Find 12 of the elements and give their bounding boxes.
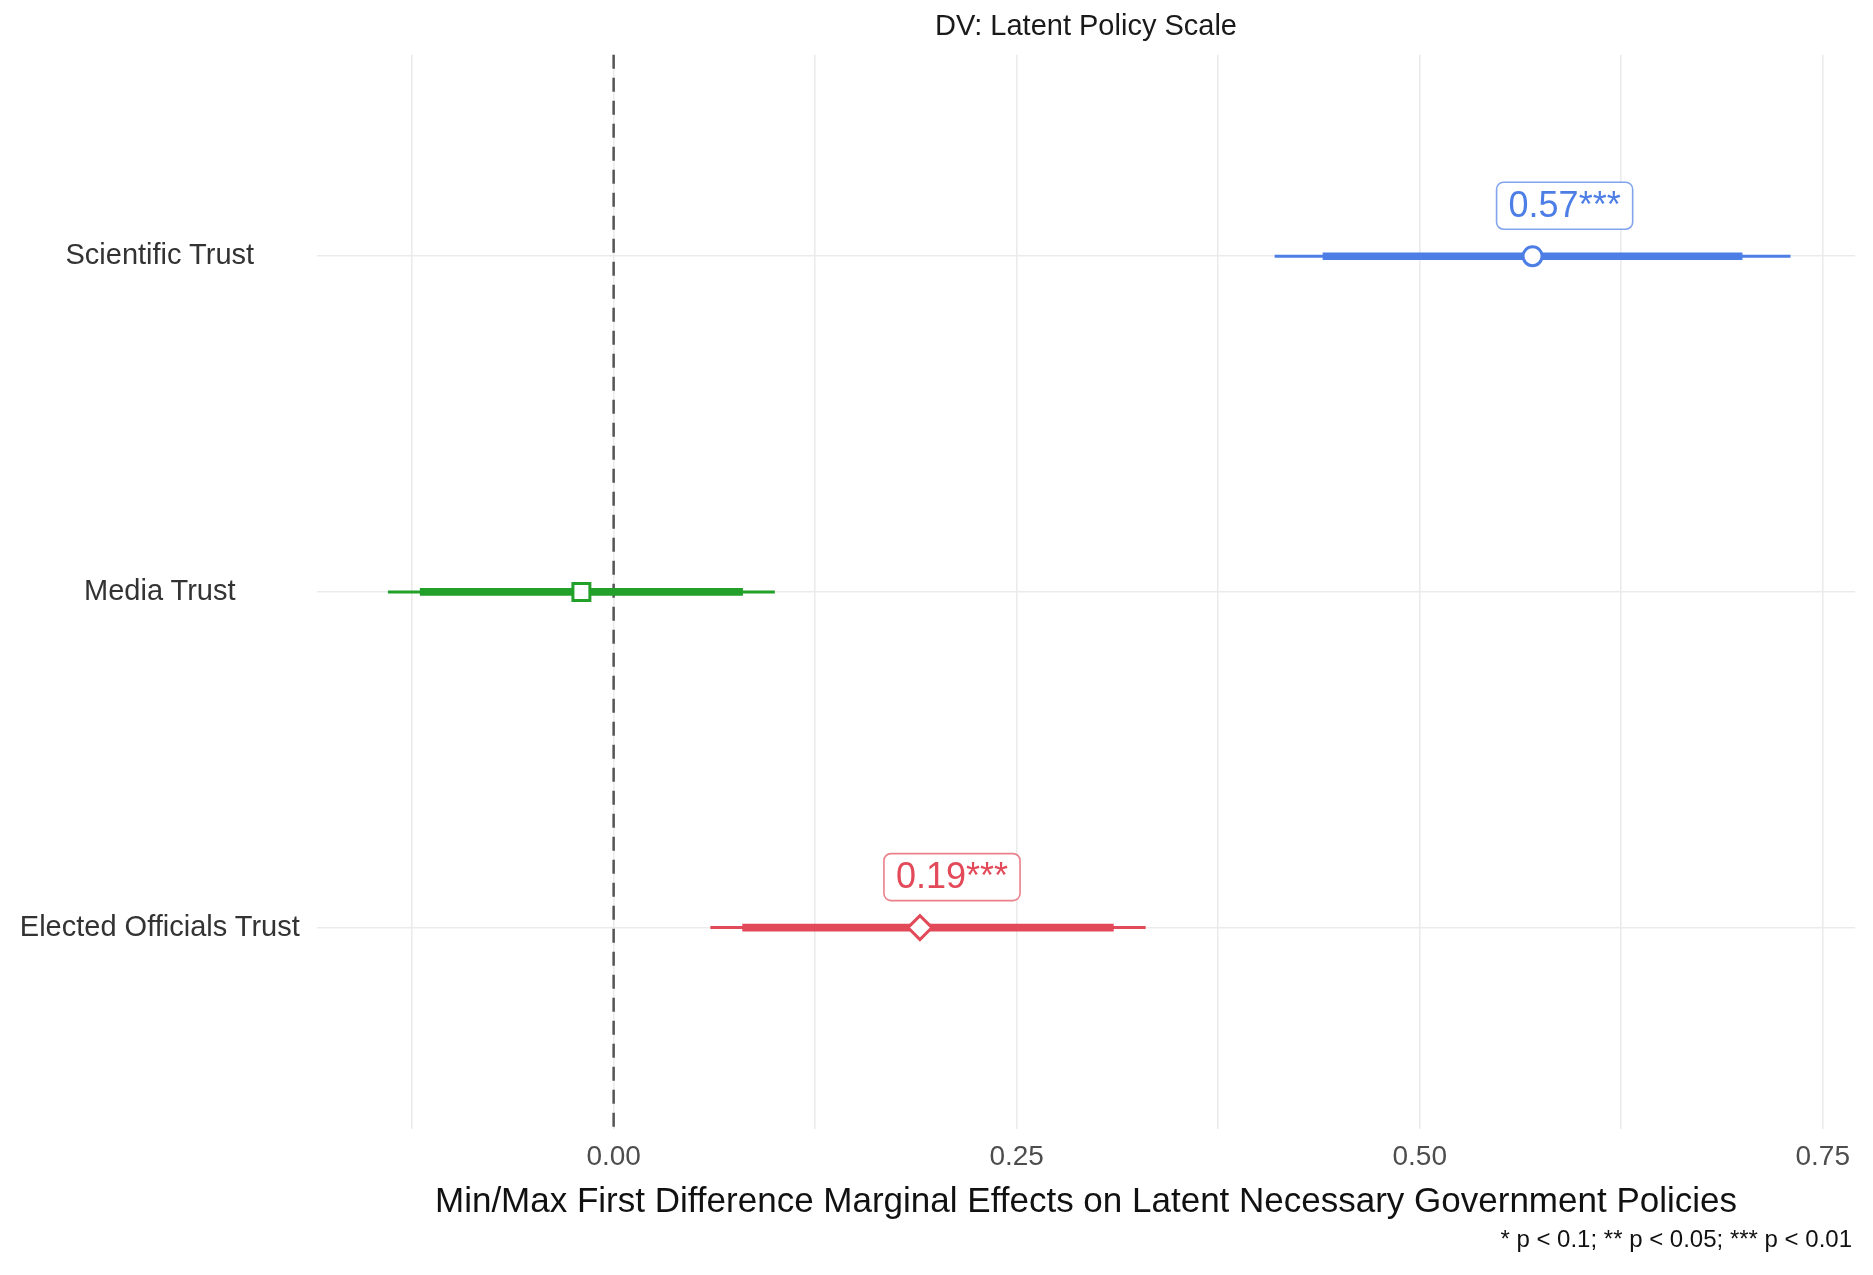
y-tick-label: Elected Officials Trust [19,909,300,942]
y-tick-label: Media Trust [84,573,236,606]
x-tick-label: 0.25 [989,1139,1044,1171]
data-label: 0.57*** [1508,183,1621,225]
data-label: 0.19*** [895,855,1009,897]
x-tick-label: 0.50 [1392,1139,1447,1171]
x-tick-label: 0.75 [1795,1139,1851,1171]
x-axis-title: Min/Max First Difference Marginal Effects on Latent Necessary Government Policies [434,1179,1738,1219]
y-tick-label: Scientific Trust [65,238,255,271]
x-tick-label: 0.00 [586,1139,641,1171]
text: * p < 0.1; ** p < 0.05; *** p < 0.01 [1500,1224,1852,1252]
chart-title: DV: Latent Policy Scale [935,9,1237,42]
